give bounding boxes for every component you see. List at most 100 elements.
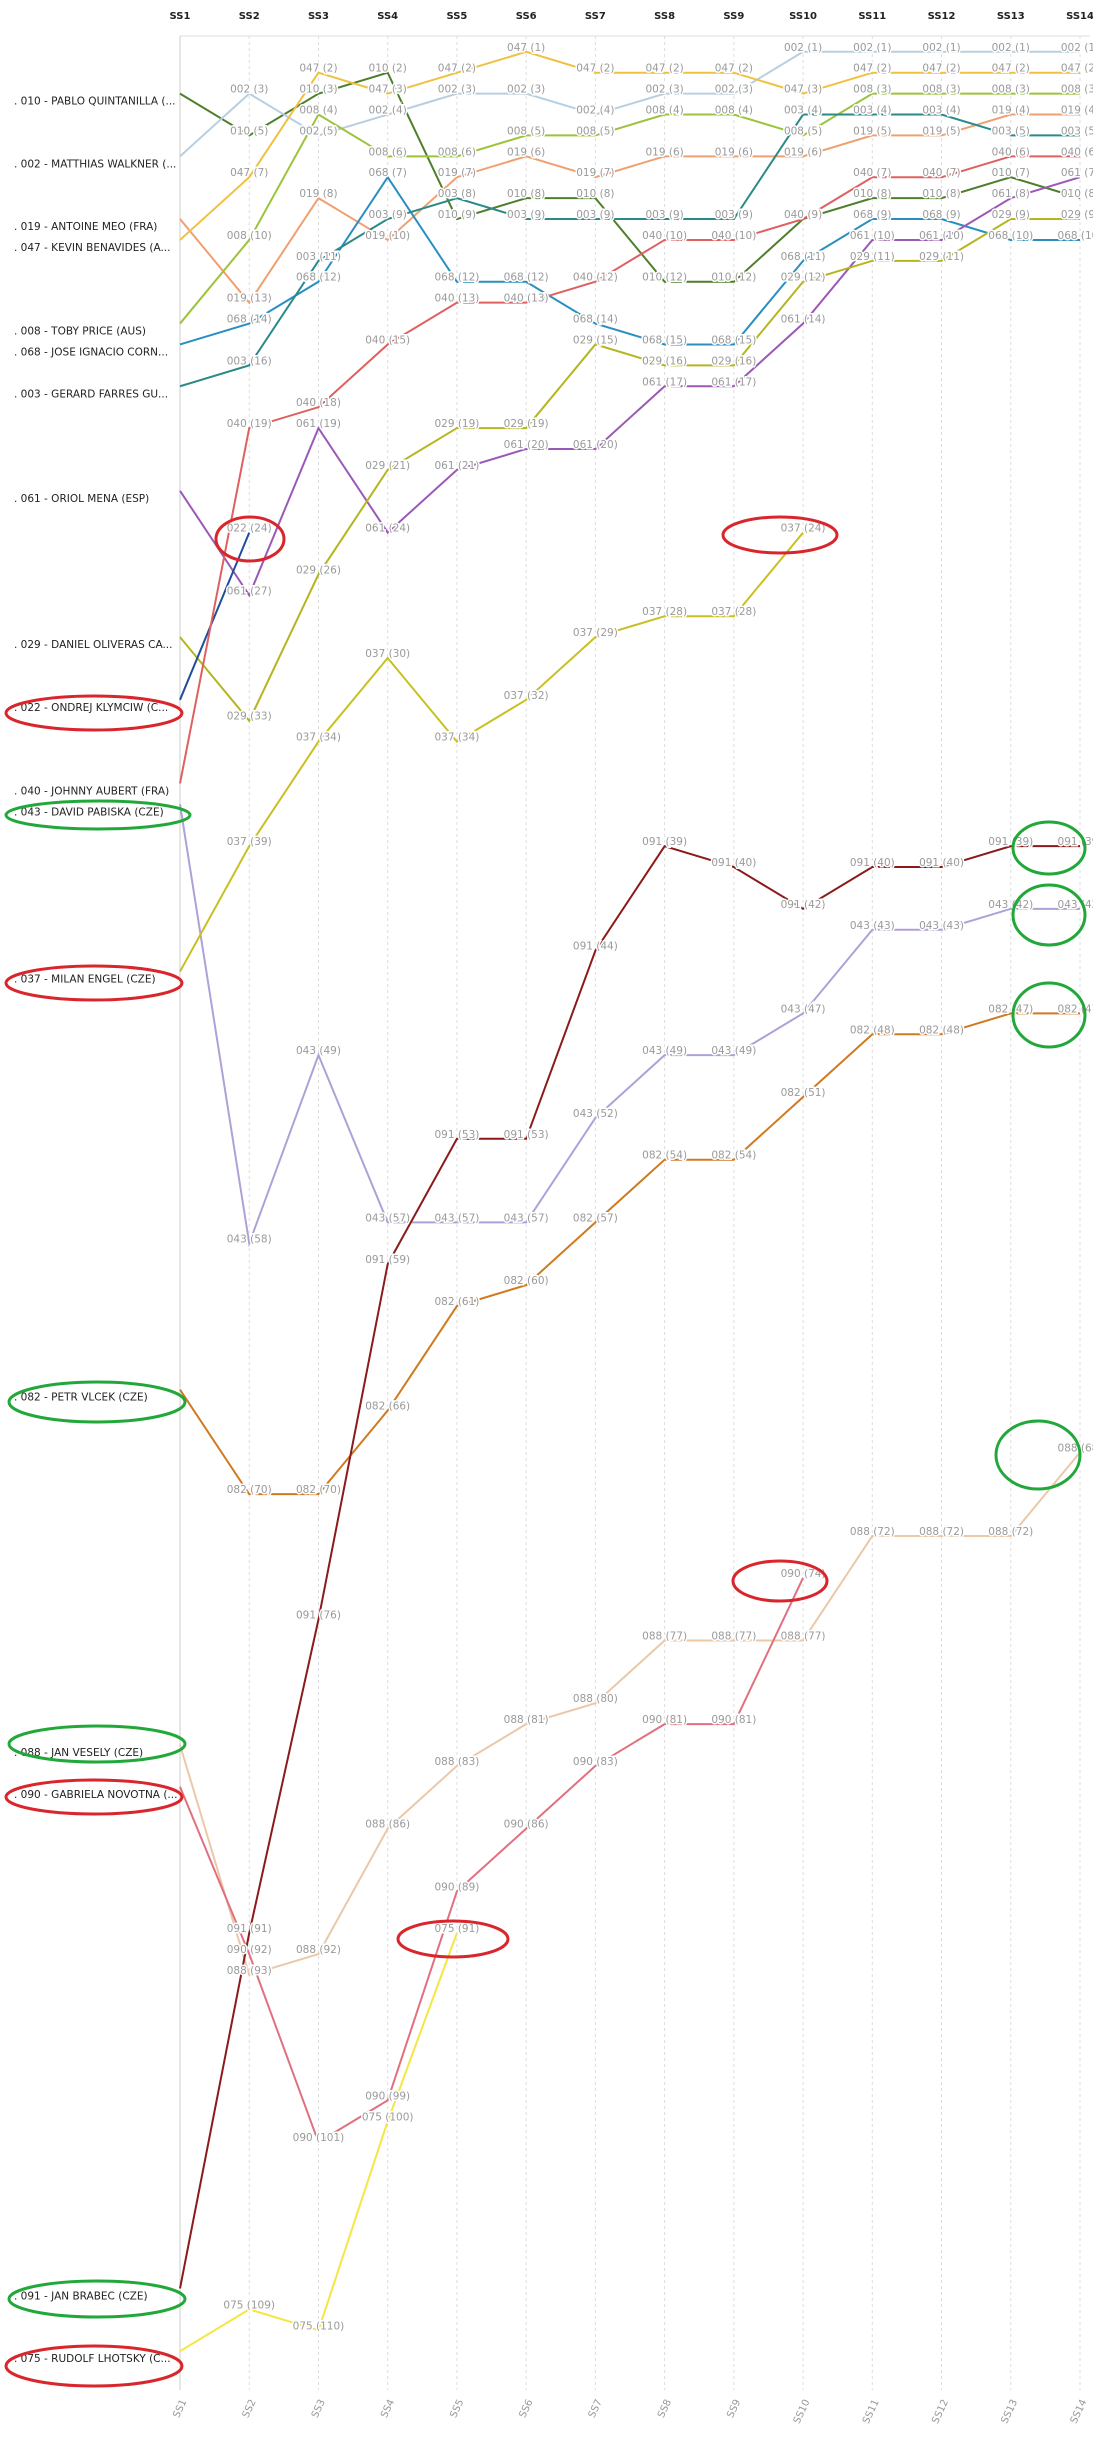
series-line bbox=[179, 155, 1080, 784]
data-label: 019 (4) bbox=[992, 105, 1030, 117]
data-label: 003 (4) bbox=[853, 105, 891, 117]
data-label: 008 (3) bbox=[853, 84, 891, 96]
rider-name: . 068 - JOSE IGNACIO CORN... bbox=[14, 346, 168, 358]
data-label: 068 (14) bbox=[227, 314, 272, 326]
data-label: 008 (3) bbox=[992, 84, 1030, 96]
data-label: 019 (6) bbox=[645, 146, 683, 158]
data-label: 003 (9) bbox=[715, 209, 753, 221]
data-label: 043 (57) bbox=[504, 1212, 549, 1224]
series-line bbox=[179, 804, 1080, 1248]
data-label: 091 (40) bbox=[711, 857, 756, 869]
data-label: 068 (12) bbox=[504, 272, 549, 284]
data-label: 068 (12) bbox=[296, 272, 341, 284]
data-label: 061 (27) bbox=[227, 585, 272, 597]
data-label: 019 (6) bbox=[715, 146, 753, 158]
data-label: 022 (24) bbox=[227, 523, 272, 535]
stage-label: SS12 bbox=[928, 11, 956, 22]
data-label: 029 (11) bbox=[919, 251, 964, 263]
grid bbox=[179, 35, 1090, 2390]
data-label: 075 (110) bbox=[293, 2320, 345, 2332]
stage-label-bottom: SS3 bbox=[310, 2398, 328, 2420]
data-label: 003 (9) bbox=[369, 209, 407, 221]
data-label: 008 (4) bbox=[645, 105, 683, 117]
data-label: 002 (3) bbox=[645, 84, 683, 96]
series-line bbox=[179, 1932, 458, 2353]
series-line bbox=[179, 1451, 1081, 1977]
rider-name: . 002 - MATTHIAS WALKNER (... bbox=[14, 158, 176, 170]
stage-label-bottom: SS1 bbox=[171, 2398, 189, 2420]
data-label: 019 (5) bbox=[853, 125, 891, 137]
highlight-green bbox=[4, 799, 192, 831]
stage-label: SS1 bbox=[170, 11, 191, 22]
data-label: 082 (48) bbox=[919, 1024, 964, 1036]
data-label: 088 (77) bbox=[711, 1630, 756, 1642]
data-label: 019 (7) bbox=[576, 167, 614, 179]
data-label: 002 (1) bbox=[922, 42, 960, 54]
data-label: 082 (70) bbox=[296, 1484, 341, 1496]
stage-label-bottom: SS12 bbox=[930, 2398, 951, 2426]
data-label: 091 (40) bbox=[919, 857, 964, 869]
data-label: 088 (80) bbox=[573, 1693, 618, 1705]
rider-name: . 037 - MILAN ENGEL (CZE) bbox=[14, 974, 156, 986]
data-label: 002 (3) bbox=[438, 84, 476, 96]
rider-name: . 029 - DANIEL OLIVERAS CA... bbox=[14, 639, 172, 651]
data-label: 003 (9) bbox=[576, 209, 614, 221]
data-label: 047 (2) bbox=[992, 63, 1030, 75]
data-label: 029 (15) bbox=[573, 334, 618, 346]
data-label: 019 (7) bbox=[438, 167, 476, 179]
data-label: 068 (14) bbox=[573, 314, 618, 326]
data-label: 047 (2) bbox=[715, 63, 753, 75]
data-label: 040 (9) bbox=[784, 209, 822, 221]
data-label: 043 (42) bbox=[1058, 899, 1093, 911]
data-label: 068 (9) bbox=[922, 209, 960, 221]
highlight-green bbox=[1011, 883, 1087, 947]
highlight-green bbox=[1011, 820, 1087, 876]
data-label: 019 (8) bbox=[299, 188, 337, 200]
rider-name: . 061 - ORIOL MENA (ESP) bbox=[14, 493, 149, 505]
data-label: 003 (9) bbox=[645, 209, 683, 221]
rider-name: . 088 - JAN VESELY (CZE) bbox=[14, 1747, 143, 1759]
stage-label-bottom: SS8 bbox=[656, 2398, 674, 2420]
data-label: 075 (91) bbox=[434, 1923, 479, 1935]
data-label: 088 (68) bbox=[1058, 1442, 1093, 1454]
data-label: 061 (7) bbox=[1061, 167, 1093, 179]
series-line bbox=[179, 113, 1080, 305]
data-label: 068 (15) bbox=[711, 334, 756, 346]
data-label: 010 (8) bbox=[922, 188, 960, 200]
data-label: 040 (7) bbox=[922, 167, 960, 179]
data-label: 061 (21) bbox=[434, 460, 479, 472]
data-label: 008 (6) bbox=[438, 146, 476, 158]
data-label: 090 (86) bbox=[504, 1819, 549, 1831]
stage-label-bottom: SS2 bbox=[241, 2398, 259, 2420]
data-label: 003 (4) bbox=[784, 105, 822, 117]
data-label: 047 (2) bbox=[576, 63, 614, 75]
highlight-red bbox=[4, 694, 184, 732]
stage-label-bottom: SS6 bbox=[518, 2398, 536, 2420]
data-label: 040 (12) bbox=[573, 272, 618, 284]
data-label: 029 (21) bbox=[365, 460, 410, 472]
data-label: 091 (40) bbox=[850, 857, 895, 869]
data-label: 002 (1) bbox=[853, 42, 891, 54]
data-label: 068 (10) bbox=[1058, 230, 1093, 242]
data-label: 003 (8) bbox=[438, 188, 476, 200]
data-label: 008 (4) bbox=[299, 105, 337, 117]
data-label: 091 (42) bbox=[781, 899, 826, 911]
data-label: 091 (39) bbox=[642, 836, 687, 848]
highlight-red bbox=[4, 1778, 184, 1816]
data-label: 019 (13) bbox=[227, 293, 272, 305]
stage-label-bottom: SS10 bbox=[792, 2398, 813, 2426]
rider-name: . 040 - JOHNNY AUBERT (FRA) bbox=[14, 785, 169, 797]
data-label: 008 (5) bbox=[507, 125, 545, 137]
data-label: 008 (4) bbox=[715, 105, 753, 117]
data-label: 088 (72) bbox=[988, 1526, 1033, 1538]
series-line bbox=[179, 175, 1080, 346]
data-label: 061 (24) bbox=[365, 523, 410, 535]
data-label: 003 (16) bbox=[227, 355, 272, 367]
highlight-green bbox=[7, 1724, 187, 1764]
data-label: 040 (6) bbox=[1061, 146, 1093, 158]
data-label: 043 (57) bbox=[365, 1212, 410, 1224]
data-label: 091 (44) bbox=[573, 941, 618, 953]
data-label: 040 (7) bbox=[853, 167, 891, 179]
data-label: 019 (6) bbox=[784, 146, 822, 158]
